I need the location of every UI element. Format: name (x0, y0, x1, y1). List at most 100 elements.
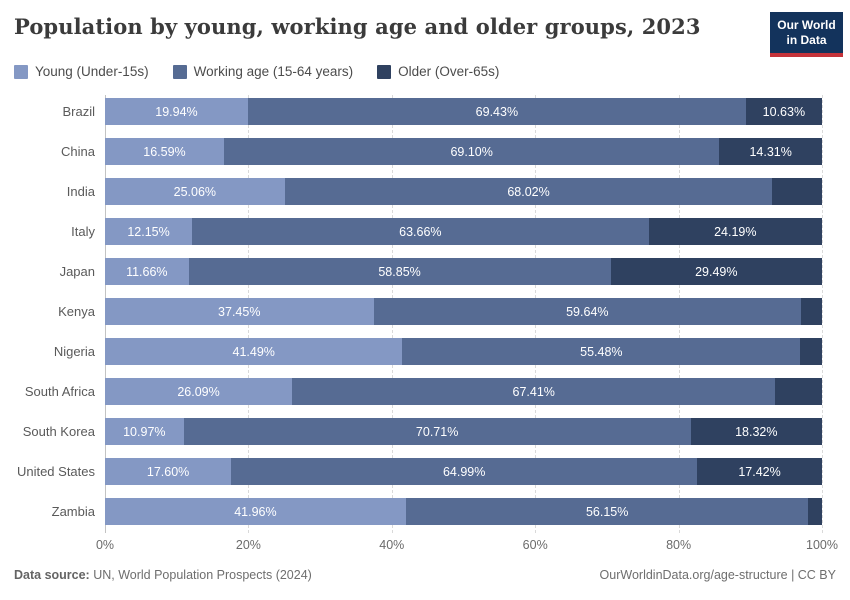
bar-value-label: 17.42% (738, 464, 781, 479)
bar-segment[interactable]: 17.60% (105, 458, 232, 485)
legend-label: Older (Over-65s) (398, 64, 500, 79)
bar-segment[interactable] (772, 178, 822, 205)
table-row: South Africa 26.09% 67.41% (25, 378, 822, 405)
legend-swatch-icon (14, 64, 28, 79)
table-row: South Korea 10.97% 70.71% 18.32% (23, 418, 822, 445)
country-label: South Africa (24, 384, 95, 399)
chart-title: Population by young, working age and old… (14, 14, 701, 39)
bar-value-label: 58.85% (378, 264, 421, 279)
bar-track: 12.15% 63.66% 24.19% (105, 218, 822, 245)
bar-segment[interactable]: 10.97% (105, 418, 184, 445)
bar-value-label: 69.43% (475, 104, 519, 119)
owid-logo: Our World in Data (770, 12, 843, 57)
bar-track: 10.97% 70.71% 18.32% (105, 418, 822, 445)
bar-value-label: 29.49% (695, 264, 738, 279)
bar-segment[interactable]: 18.32% (690, 418, 822, 445)
bar-segment[interactable] (808, 498, 822, 525)
country-label: Zambia (51, 504, 95, 519)
bar-value-label: 64.99% (442, 464, 486, 479)
bar-value-label: 25.06% (173, 184, 217, 199)
country-label: India (66, 184, 95, 199)
legend-label: Working age (15-64 years) (193, 64, 354, 79)
bar-segment[interactable]: 19.94% (105, 98, 248, 125)
country-label: United States (16, 464, 95, 479)
country-label: Nigeria (53, 344, 95, 359)
bar-segment[interactable]: 37.45% (105, 298, 374, 325)
table-row: Japan 11.66% 58.85% 29.49% (60, 258, 822, 285)
bar-value-label: 41.96% (234, 504, 277, 519)
table-row: United States 17.60% 64.99% 17.42% (17, 458, 822, 485)
bar-segment[interactable]: 12.15% (105, 218, 193, 245)
bar-segment[interactable]: 24.19% (648, 218, 822, 245)
data-source-note: Data source: UN, World Population Prospe… (14, 568, 312, 582)
x-tick-label: 80% (666, 538, 692, 552)
x-tick-label: 20% (235, 538, 261, 552)
bar-value-label: 12.15% (127, 224, 170, 239)
bar-value-label: 14.31% (749, 144, 792, 159)
owid-url-link[interactable]: OurWorldinData.org/age-structure | CC BY (599, 568, 836, 582)
x-tick-label: 100% (806, 538, 838, 552)
table-row: Italy 12.15% 63.66% 24.19% (71, 218, 822, 245)
table-row: Kenya 37.45% 59.64% (58, 298, 822, 325)
bar-segment[interactable]: 14.31% (719, 138, 822, 165)
table-row: China 16.59% 69.10% 14.31% (61, 138, 822, 165)
bar-track: 41.49% 55.48% (105, 338, 822, 365)
bar-track: 41.96% 56.15% (105, 498, 822, 525)
legend-item-2[interactable]: Older (Over-65s) (377, 64, 499, 79)
bar-value-label: 70.71% (415, 424, 459, 439)
table-row: Nigeria 41.49% 55.48% (54, 338, 822, 365)
bar-track: 19.94% 69.43% 10.63% (105, 98, 822, 125)
bar-value-label: 67.41% (512, 384, 555, 399)
bar-segment[interactable]: 16.59% (105, 138, 224, 165)
data-source-label: Data source: (14, 568, 90, 582)
bar-segment[interactable]: 69.43% (247, 98, 746, 125)
chart-footer: Data source: UN, World Population Prospe… (14, 568, 836, 582)
bar-track: 17.60% 64.99% 17.42% (105, 458, 822, 485)
owid-logo-box: Our World in Data (770, 12, 843, 53)
bar-segment[interactable]: 67.41% (292, 378, 776, 405)
bar-segment[interactable]: 10.63% (745, 98, 822, 125)
bar-segment[interactable]: 41.49% (105, 338, 403, 365)
bar-segment[interactable]: 63.66% (192, 218, 649, 245)
bar-value-label: 18.32% (735, 424, 778, 439)
country-label: China (61, 144, 95, 159)
bar-segment[interactable]: 25.06% (105, 178, 285, 205)
bar-segment[interactable]: 41.96% (105, 498, 406, 525)
bar-segment[interactable]: 55.48% (402, 338, 801, 365)
bar-segment[interactable]: 64.99% (231, 458, 698, 485)
bar-track: 37.45% 59.64% (105, 298, 822, 325)
table-row: Brazil 19.94% 69.43% 10.63% (62, 98, 822, 125)
country-label: Kenya (58, 304, 95, 319)
bar-value-label: 11.66% (126, 264, 168, 279)
bar-value-label: 26.09% (177, 384, 220, 399)
bar-value-label: 63.66% (399, 224, 442, 239)
bar-value-label: 16.59% (143, 144, 186, 159)
legend-label: Young (Under-15s) (35, 64, 149, 79)
table-row: Zambia 41.96% 56.15% (52, 498, 822, 525)
bar-segment[interactable]: 59.64% (373, 298, 802, 325)
bar-segment[interactable]: 56.15% (405, 498, 809, 525)
bar-segment[interactable]: 17.42% (697, 458, 822, 485)
bar-segment[interactable]: 69.10% (223, 138, 720, 165)
country-label: Brazil (62, 104, 95, 119)
bar-segment[interactable]: 26.09% (105, 378, 293, 405)
country-label: Japan (59, 264, 95, 279)
bar-value-label: 41.49% (232, 344, 275, 359)
plot-area: Brazil 19.94% 69.43% 10.63% China 16.59% 69.10… (17, 95, 823, 533)
bar-segment[interactable]: 58.85% (188, 258, 611, 285)
bar-segment[interactable] (801, 298, 822, 325)
bar-segment[interactable]: 29.49% (610, 258, 822, 285)
bar-track: 16.59% 69.10% 14.31% (105, 138, 822, 165)
legend-swatch-icon (172, 64, 187, 79)
legend-item-0[interactable]: Young (Under-15s) (14, 64, 149, 79)
bar-segment[interactable]: 68.02% (284, 178, 773, 205)
bar-value-label: 59.64% (566, 304, 609, 319)
bar-segment[interactable]: 11.66% (105, 258, 189, 285)
bar-segment[interactable] (775, 378, 822, 405)
legend-item-1[interactable]: Working age (15-64 years) (172, 64, 354, 79)
bar-segment[interactable] (800, 338, 822, 365)
gridline (822, 95, 823, 533)
x-tick-label: 60% (522, 538, 548, 552)
bar-segment[interactable]: 70.71% (183, 418, 691, 445)
